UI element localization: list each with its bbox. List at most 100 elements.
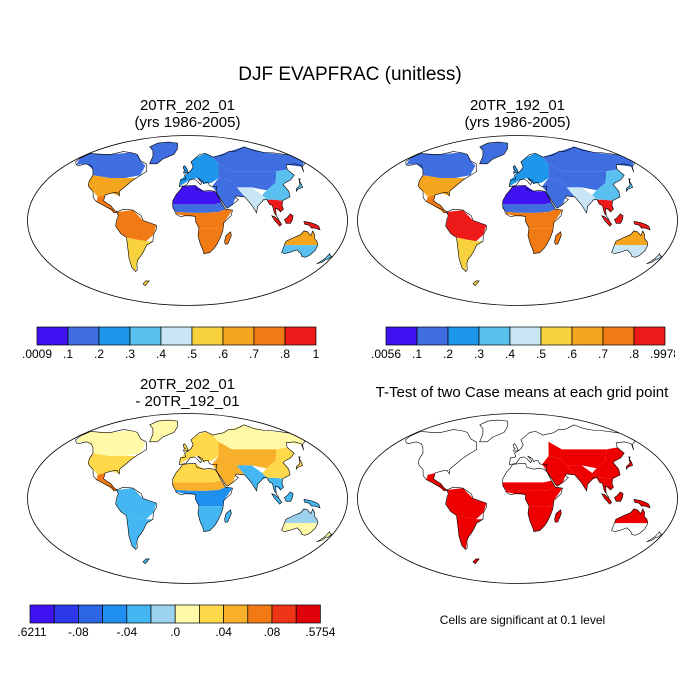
region-central-america [426,195,448,213]
region-southeast-asia [303,221,320,230]
colorbar-tick-label: .6 [218,347,228,361]
colorbar-box [199,604,224,624]
colorbar-box [78,604,103,624]
coastline-africa [172,463,233,532]
coastline-sumatra [601,493,612,505]
region-southern-africa [198,228,223,254]
region-india [566,187,597,213]
region-central-america [96,195,118,213]
coastline-uk [512,165,519,174]
colorbar-tick-label: .0009 [22,347,52,361]
coastline-japan [295,178,303,193]
map-border [357,413,678,584]
coastline-australia [611,230,649,258]
region-southeast-asia [614,491,624,502]
colorbar-box [247,604,273,624]
region-australia-south [281,245,318,258]
region-north-america-north [149,142,178,164]
region-south-america-south [456,237,483,272]
region-sahel [172,480,226,491]
region-southeast-asia [271,215,282,227]
region-north-america-north [76,430,146,456]
coastline-africa [172,185,233,254]
coastline-greenland [149,141,178,165]
panel-2-title: 20TR_192_01 (yrs 1986-2005) [355,97,680,131]
region-southeast-asia [633,499,650,508]
coastline-greenland [479,141,508,165]
colorbar-tick-label: .3 [125,347,135,361]
colorbar-box [29,604,55,624]
coastline-australia [281,230,319,258]
significance-note: Cells are significant at 0.1 level [439,613,606,627]
coastline-south-america [115,486,157,550]
colorbar-box [385,326,418,346]
coastline-madagascar [554,509,562,523]
colorbar-box [253,326,286,346]
region-sahel [502,202,556,213]
coastline-japan [625,178,633,193]
region-north-america-south [88,453,137,475]
panel-4-title: T-Test of two Case means at each grid po… [375,384,669,401]
coastline-africa [502,463,563,532]
colorbar-tick-label: .0 [170,625,180,639]
region-south-america-south [456,515,483,550]
panel-1-title: 20TR_202_01 (yrs 1986-2005) [25,97,350,131]
region-southeast-asia [601,493,612,505]
region-central-america [426,473,448,491]
panel-3-title-line-1: 20TR_202_01 [139,376,236,393]
coastline-australia [281,508,319,536]
map-panel-4 [357,413,678,584]
region-southeast-asia [601,215,612,227]
coastline-eurasia [508,424,636,498]
panel-2-title-line-2: (yrs 1986-2005) [464,114,571,131]
colorbar-box [191,326,224,346]
colorbar-box [478,326,511,346]
coastline-new-zealand [316,252,333,265]
region-southern-africa [528,506,553,532]
region-sahara [172,463,222,483]
region-middle-east [212,178,245,209]
region-east-asia [592,169,625,201]
region-siberia [543,146,635,172]
panel-2-title-line-1: 20TR_192_01 [469,97,566,114]
colorbar-tick-label: .8 [280,347,290,361]
region-southern-africa [224,231,232,245]
map-border [357,135,678,306]
region-sahel [502,480,556,491]
colorbar-box [509,326,542,346]
region-india [236,465,267,491]
coastline-antarctic-peninsula [472,280,480,287]
coastline-eurasia [508,146,636,220]
colorbar-box [416,326,449,346]
region-central-asia [548,441,607,469]
region-australia-south [316,253,332,264]
coastline-north-america [405,429,478,492]
colorbar-tick-label: .5 [187,347,197,361]
region-south-america-north [445,488,487,520]
panel-3-title-line-2: - 20TR_192_01 [135,393,240,410]
coastline-north-america [75,151,148,214]
colorbar-box [223,604,249,624]
region-east-asia [626,456,633,470]
region-europe [509,153,549,187]
map-border [27,135,348,306]
coastline-new-zealand [646,530,663,543]
region-east-asia [262,447,295,479]
region-south-america-south [143,280,150,286]
region-central-africa [506,487,563,507]
colorbar-tick-label: -.04 [116,625,137,639]
region-middle-east [212,456,245,487]
map-border [27,413,348,584]
coastline-madagascar [224,231,232,245]
region-australia-south [611,245,648,258]
region-australia-south [316,531,332,542]
colorbar-box [53,604,79,624]
region-australia-south [281,523,318,536]
colorbar-tick-label: .5 [536,347,546,361]
region-north-america-north [406,152,476,178]
region-south-america-south [126,515,153,550]
region-central-asia [218,163,277,191]
colorbar-tick-label: .7 [598,347,608,361]
colorbar-box [160,326,193,346]
colorbar-box [571,326,604,346]
